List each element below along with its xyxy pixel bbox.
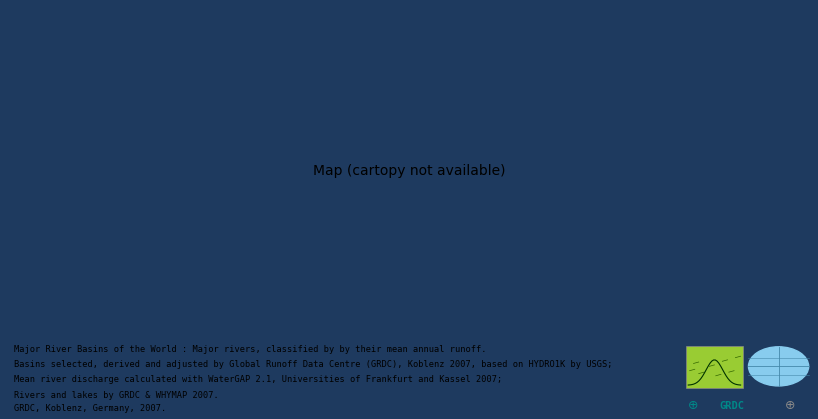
Text: ⊕: ⊕ [785, 399, 796, 412]
Text: GRDC, Koblenz, Germany, 2007.: GRDC, Koblenz, Germany, 2007. [14, 404, 166, 413]
Text: ⊕: ⊕ [688, 399, 699, 412]
Bar [685, 346, 744, 388]
Text: Basins selected, derived and adjusted by Global Runoff Data Centre (GRDC), Koble: Basins selected, derived and adjusted by… [14, 360, 613, 370]
Text: Major River Basins of the World : Major rivers, classified by by their mean annu: Major River Basins of the World : Major … [14, 345, 486, 354]
Ellipse shape [748, 347, 809, 386]
Text: Map (cartopy not available): Map (cartopy not available) [312, 164, 506, 178]
Text: GRDC: GRDC [720, 401, 744, 411]
Text: Mean river discharge calculated with WaterGAP 2.1, Universities of Frankfurt and: Mean river discharge calculated with Wat… [14, 375, 502, 385]
Text: Rivers and lakes by GRDC & WHYMAP 2007.: Rivers and lakes by GRDC & WHYMAP 2007. [14, 391, 218, 400]
